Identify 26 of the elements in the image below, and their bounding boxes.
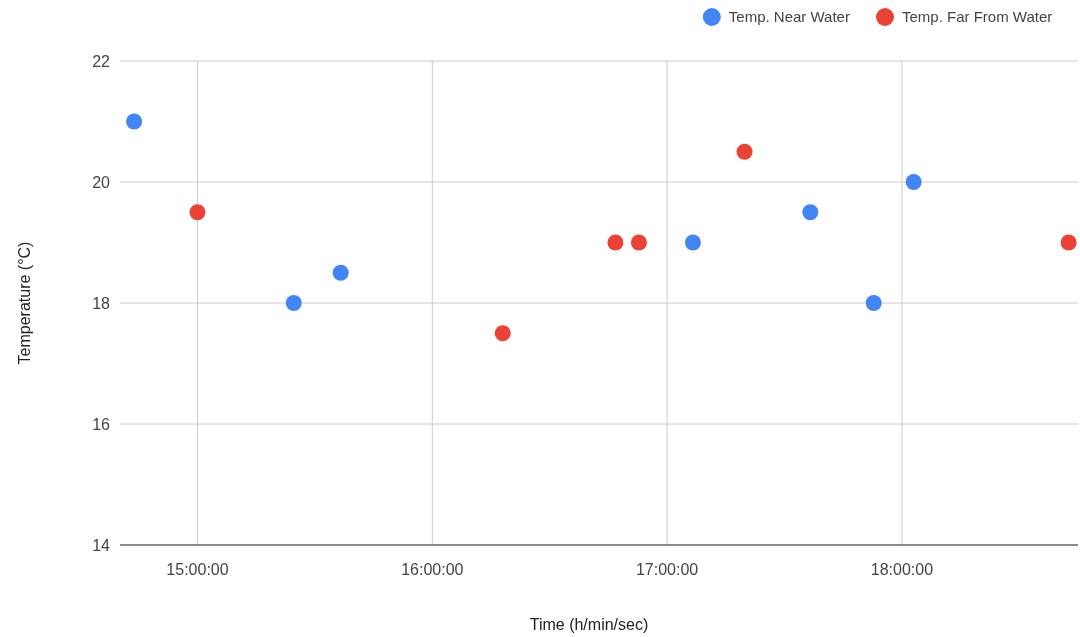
y-tick-label: 22 [92, 53, 111, 70]
point [332, 264, 349, 281]
point [607, 234, 624, 251]
x-tick-label: 15:00:00 [166, 561, 229, 578]
x-axis-title: Time (h/min/sec) [529, 616, 649, 633]
x-tick-label: 18:00:00 [870, 561, 934, 578]
y-tick-label: 18 [92, 295, 111, 312]
point [865, 295, 882, 311]
point [802, 204, 819, 221]
point [189, 204, 206, 221]
y-tick-label: 14 [92, 537, 111, 554]
y-tick-label: 16 [92, 416, 111, 433]
point [1060, 234, 1077, 251]
point [736, 143, 753, 160]
y-axis-title: Temperature (°C) [16, 241, 33, 365]
point [905, 174, 922, 190]
x-tick-label: 16:00:00 [401, 561, 464, 578]
point [684, 234, 701, 251]
x-tick-label: 17:00:00 [635, 561, 699, 578]
legend-label: Temp. Near Water [728, 8, 850, 25]
point [285, 295, 302, 311]
y-tick-label: 20 [92, 174, 111, 191]
point [630, 234, 647, 251]
point [126, 113, 143, 130]
legend-label: Temp. Far From Water [902, 8, 1053, 25]
point [494, 325, 511, 342]
